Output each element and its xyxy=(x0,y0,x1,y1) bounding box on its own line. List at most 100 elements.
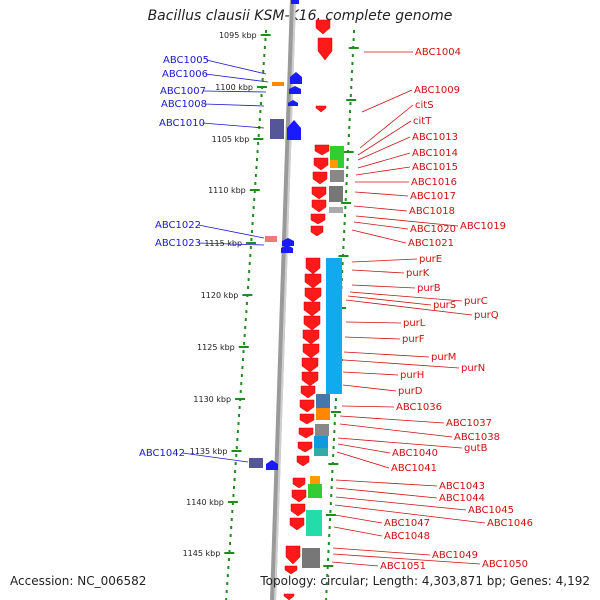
gene-label-right: ABC1038 xyxy=(454,432,500,443)
ruler-dot xyxy=(348,118,351,121)
ruler-dot xyxy=(239,390,242,393)
feature-arrow xyxy=(312,171,328,185)
ruler-dot xyxy=(240,382,243,385)
ruler-dot xyxy=(232,494,235,497)
ruler-dot xyxy=(241,358,244,361)
gene-label-right: ABC1048 xyxy=(384,531,430,542)
ruler-dot xyxy=(329,502,332,505)
gene-label-right: ABC1004 xyxy=(415,47,461,58)
ruler-dot xyxy=(349,102,352,105)
feature-box xyxy=(330,146,344,160)
gene-label-right: ABC1043 xyxy=(439,481,485,492)
label-leader xyxy=(202,122,265,129)
gene-label-right: purL xyxy=(403,318,426,329)
feature-arrow xyxy=(302,329,320,345)
ruler-dot xyxy=(247,278,250,281)
feature-box xyxy=(302,548,320,568)
ruler-dot xyxy=(244,318,247,321)
ruler-dot xyxy=(264,38,267,41)
ruler-dot xyxy=(256,150,259,153)
gene-label-right: ABC1017 xyxy=(410,191,456,202)
label-leaders xyxy=(182,51,486,567)
ruler-dot xyxy=(227,558,230,561)
ruler-dot xyxy=(343,230,346,233)
label-leader xyxy=(345,299,473,316)
ruler-dot xyxy=(333,430,336,433)
ruler-dot xyxy=(235,446,238,449)
ruler-dot xyxy=(344,198,347,201)
label-leader xyxy=(336,451,390,469)
gene-label-right: citS xyxy=(415,100,434,111)
ruler-kbp-label: 1120 kbp xyxy=(201,291,239,300)
gene-label-left: ABC1008 xyxy=(161,99,207,110)
feature-arrow xyxy=(296,455,310,467)
ruler-dot xyxy=(329,518,332,521)
ruler-dot xyxy=(240,374,243,377)
gene-label-left: ABC1023 xyxy=(155,238,201,249)
gene-label-right: ABC1018 xyxy=(409,206,455,217)
gene-label-left: ABC1042 xyxy=(139,448,185,459)
ruler-dot xyxy=(250,230,253,233)
ruler-dot xyxy=(255,166,258,169)
ruler-dot xyxy=(253,190,256,193)
feature-arrow xyxy=(311,186,327,200)
feature-arrow xyxy=(302,343,320,359)
gene-label-left: ABC1005 xyxy=(163,55,209,66)
ruler-dot xyxy=(327,558,330,561)
feature-box xyxy=(330,160,338,168)
gene-label-right: ABC1036 xyxy=(396,402,442,413)
gene-label-right: citT xyxy=(413,116,432,127)
gene-label-right: ABC1037 xyxy=(446,418,492,429)
label-leader xyxy=(345,321,402,324)
feature-arrow xyxy=(284,565,298,575)
ruler-tick xyxy=(227,501,238,503)
feature-arrow xyxy=(315,105,327,113)
ruler-dot xyxy=(248,270,251,273)
ruler-dot xyxy=(226,574,229,577)
ruler-dot xyxy=(343,222,346,225)
ruler-dot xyxy=(341,262,344,265)
feature-arrow xyxy=(266,460,278,470)
feature-arrow xyxy=(285,545,301,565)
ruler-dot xyxy=(243,342,246,345)
gene-label-right: purS xyxy=(433,300,456,311)
ruler-dot xyxy=(326,574,329,577)
ruler-dot xyxy=(234,470,237,473)
ruler-dot xyxy=(351,62,354,65)
feature-arrow xyxy=(291,489,307,503)
ruler-tick xyxy=(328,463,339,465)
feature-box xyxy=(316,408,330,420)
ruler-tick xyxy=(348,47,359,49)
label-leader xyxy=(357,152,411,169)
ruler-tick xyxy=(235,398,246,400)
ruler-tick xyxy=(253,138,264,140)
topology-text: Topology: circular; Length: 4,303,871 bp… xyxy=(260,574,590,588)
label-leader xyxy=(334,514,383,524)
feature-box xyxy=(314,436,328,448)
gene-label-right: ABC1009 xyxy=(414,85,460,96)
label-leader xyxy=(332,547,431,556)
ruler-tick xyxy=(338,255,349,257)
feature-arrow xyxy=(292,477,306,489)
feature-box xyxy=(306,510,322,536)
feature-box xyxy=(338,160,344,168)
feature-box xyxy=(315,424,329,436)
ruler-tick xyxy=(343,151,354,153)
ruler-dot xyxy=(231,510,234,513)
label-leader xyxy=(354,191,409,197)
ruler-dot xyxy=(325,590,328,593)
label-leader xyxy=(359,104,414,149)
feature-box xyxy=(330,170,344,182)
ruler-dot xyxy=(257,142,260,145)
gene-label-right: purD xyxy=(398,386,423,397)
ruler-dot xyxy=(334,414,337,417)
label-leader xyxy=(182,452,249,463)
ruler-dot xyxy=(230,526,233,529)
feature-arrow xyxy=(310,225,324,237)
label-leader xyxy=(204,103,265,107)
feature-arrow xyxy=(298,427,314,439)
ruler-dot xyxy=(227,566,230,569)
ruler-dot xyxy=(230,518,233,521)
ruler-dot xyxy=(253,198,256,201)
gene-label-right: ABC1021 xyxy=(408,238,454,249)
